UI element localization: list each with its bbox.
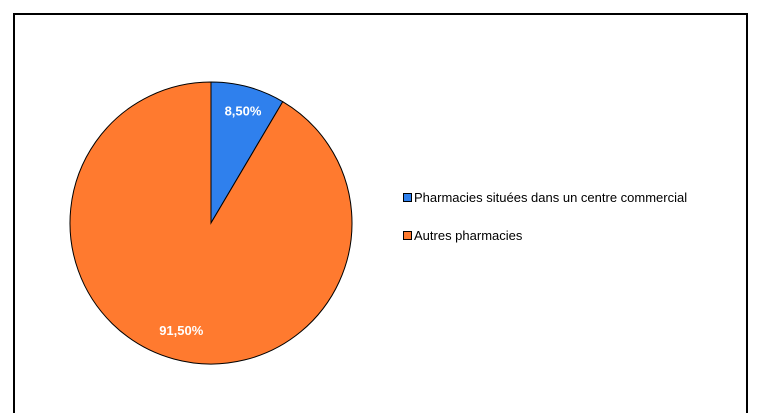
chart-frame: 8,50% 91,50% Pharmacies situées dans un c… <box>13 13 748 413</box>
legend-label-others: Autres pharmacies <box>414 227 523 243</box>
legend-item-mall: Pharmacies situées dans un centre commer… <box>403 187 687 207</box>
pie-label-1: 91,50% <box>159 323 204 338</box>
pie-slice-1 <box>69 81 353 365</box>
legend-label-mall: Pharmacies situées dans un centre commer… <box>414 189 688 205</box>
legend: Pharmacies situées dans un centre commer… <box>403 187 687 263</box>
legend-swatch-mall <box>403 192 412 202</box>
pie-chart: 8,50% 91,50% <box>69 81 353 365</box>
legend-item-others: Autres pharmacies <box>403 225 687 245</box>
legend-swatch-others <box>403 230 412 240</box>
pie-label-0: 8,50% <box>225 103 262 118</box>
